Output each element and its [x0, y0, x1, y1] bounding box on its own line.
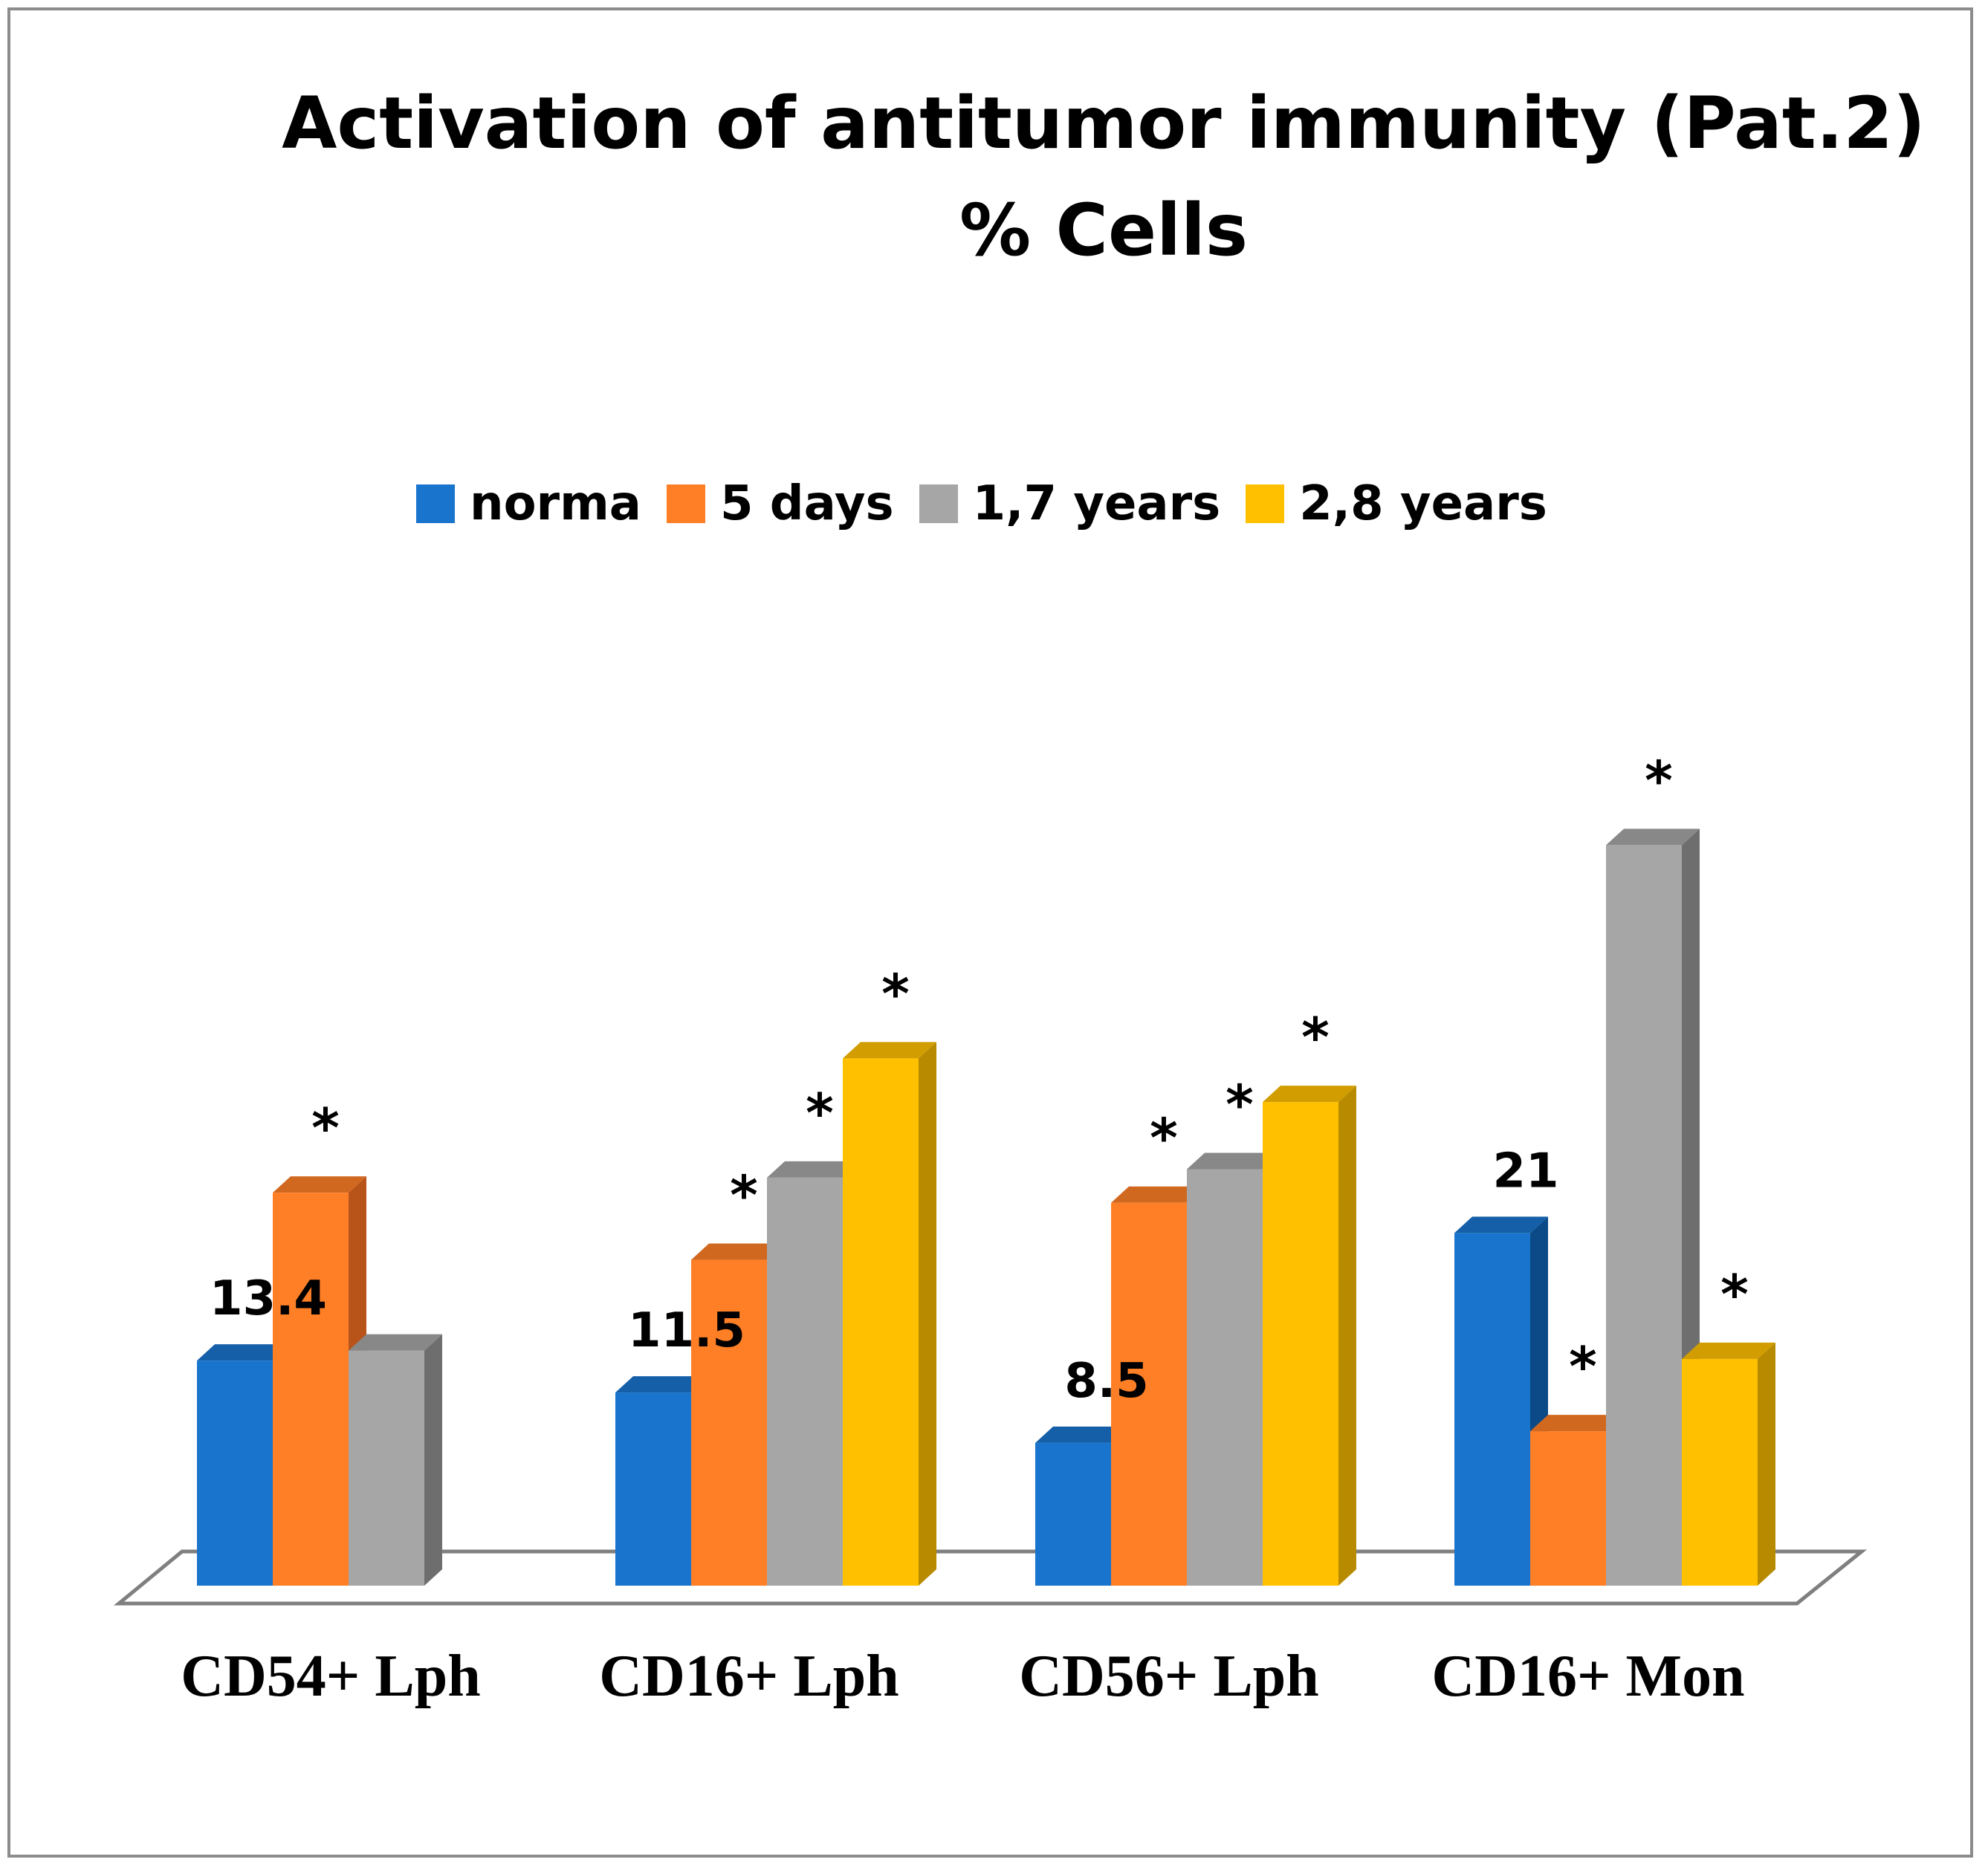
category-label-cd16-mon: CD16+ Mon [1431, 1644, 1744, 1709]
floor-plane [114, 1549, 1868, 1606]
data-label-cd54-lph: 13.4 [210, 1271, 327, 1326]
bar-side-cd54-lph-1-7-years [424, 1334, 442, 1586]
bar-cd16-mon-1-7-years [1606, 845, 1682, 1586]
chart-title: Activation of antitumor immunity (Pat.2) [282, 82, 1926, 165]
legend-item-norma: norma [416, 476, 641, 531]
legend-label-norma: norma [470, 476, 641, 531]
legend-swatch-1-7-years [919, 484, 958, 523]
bar-top-cd16-lph-2-8-years [843, 1042, 936, 1059]
bar-cd16-lph-2-8-years [843, 1058, 919, 1586]
significance-star-cd16-lph-2-8-years: * [881, 962, 910, 1025]
bar-cd16-mon-2-8-years [1682, 1358, 1758, 1586]
legend-item-1-7-years: 1,7 years [919, 476, 1221, 531]
bar-cd56-lph-norma [1035, 1442, 1111, 1586]
legend: norma 5 days 1,7 years 2,8 years [416, 474, 1573, 534]
bar-cd16-mon-5-days [1530, 1431, 1606, 1586]
bar-top-cd16-mon-1-7-years [1606, 829, 1700, 846]
category-label-cd16-lph: CD16+ Lph [599, 1644, 899, 1709]
data-label-cd16-mon: 21 [1492, 1144, 1558, 1199]
bar-cd16-lph-norma [615, 1392, 691, 1586]
bar-side-cd16-mon-2-8-years [1758, 1342, 1775, 1586]
bar-top-cd16-lph-1-7-years [767, 1161, 861, 1178]
significance-star-cd16-lph-1-7-years: * [806, 1082, 834, 1144]
bar-top-cd54-lph-norma [197, 1344, 291, 1361]
bar-top-cd16-lph-5-days [691, 1243, 785, 1260]
bar-top-cd54-lph-1-7-years [349, 1334, 442, 1351]
data-label-cd56-lph: 8.5 [1064, 1354, 1148, 1409]
significance-star-cd56-lph-2-8-years: * [1301, 1006, 1330, 1069]
legend-label-5-days: 5 days [719, 476, 894, 531]
bar-top-cd16-lph-norma [615, 1376, 709, 1393]
category-label-cd56-lph: CD56+ Lph [1019, 1644, 1318, 1709]
bar-cd56-lph-1-7-years [1187, 1169, 1263, 1586]
significance-star-cd16-mon-5-days: * [1569, 1335, 1597, 1398]
bar-top-cd54-lph-5-days [273, 1176, 366, 1193]
bar-cd16-mon-norma [1454, 1233, 1530, 1586]
chart-subtitle: % Cells [959, 189, 1249, 272]
legend-swatch-2-8-years [1246, 484, 1285, 523]
legend-label-1-7-years: 1,7 years [972, 476, 1221, 531]
bar-cd56-lph-2-8-years [1263, 1102, 1338, 1586]
bar-cd54-lph-norma [197, 1361, 273, 1586]
bar-cd16-lph-5-days [691, 1259, 767, 1586]
bar-cd56-lph-5-days [1111, 1202, 1187, 1586]
bar-cd54-lph-5-days [273, 1193, 349, 1586]
legend-label-2-8-years: 2,8 years [1299, 476, 1547, 531]
significance-star-cd56-lph-1-7-years: * [1225, 1074, 1254, 1136]
bar-side-cd16-lph-2-8-years [919, 1042, 936, 1586]
category-label-cd54-lph: CD54+ Lph [181, 1644, 480, 1709]
significance-star-cd16-mon-2-8-years: * [1720, 1263, 1749, 1326]
legend-swatch-5-days [666, 484, 705, 523]
legend-swatch-norma [416, 484, 455, 523]
bar-top-cd16-mon-5-days [1530, 1415, 1624, 1432]
bar-top-cd16-mon-2-8-years [1682, 1342, 1775, 1359]
bar-cd54-lph-1-7-years [349, 1350, 424, 1586]
bar-top-cd56-lph-5-days [1111, 1186, 1205, 1203]
data-label-cd16-lph: 11.5 [628, 1303, 745, 1358]
legend-item-2-8-years: 2,8 years [1246, 476, 1547, 531]
significance-star-cd16-mon-1-7-years: * [1645, 749, 1673, 811]
significance-star-cd56-lph-5-days: * [1150, 1107, 1178, 1170]
bar-cd16-lph-1-7-years [767, 1177, 843, 1586]
significance-star-cd16-lph-5-days: * [730, 1164, 758, 1227]
legend-item-5-days: 5 days [666, 476, 894, 531]
bar-top-cd16-mon-norma [1454, 1216, 1548, 1233]
bar-side-cd56-lph-2-8-years [1338, 1086, 1356, 1586]
bar-top-cd56-lph-norma [1035, 1426, 1129, 1443]
bar-top-cd56-lph-1-7-years [1187, 1152, 1280, 1170]
significance-star-cd54-lph-5-days: * [311, 1097, 340, 1159]
bar-top-cd56-lph-2-8-years [1263, 1086, 1356, 1103]
